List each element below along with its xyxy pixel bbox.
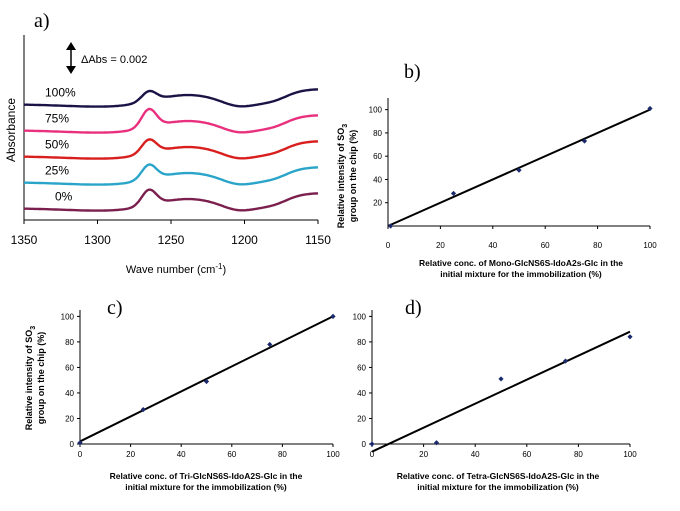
panel-a-y-axis-label: Absorbance: [4, 98, 18, 162]
data-point: [581, 138, 588, 144]
y-tick-label: 100: [61, 312, 75, 321]
y-tick-label: 60: [65, 363, 74, 372]
y-tick-label: 20: [65, 414, 74, 423]
x-tick-label: 100: [623, 450, 637, 459]
panel-d-x-axis-label-2: initial mixture for the immobilization (…: [417, 482, 579, 492]
y-tick-label: 40: [373, 175, 382, 184]
spectrum-line-25pct: [24, 163, 318, 186]
panel-c-x-axis-label-2: initial mixture for the immobilization (…: [125, 482, 287, 492]
spectrum-label: 50%: [45, 137, 69, 151]
y-tick-label: 40: [65, 389, 74, 398]
panel-b-label: b): [404, 61, 421, 83]
y-tick-label: 100: [369, 106, 383, 115]
spectrum-label: 0%: [55, 189, 73, 203]
data-point: [450, 190, 457, 197]
x-tick-label: 60: [227, 450, 236, 459]
y-tick-label: 20: [373, 199, 382, 208]
data-point: [388, 223, 394, 229]
data-point: [369, 441, 375, 447]
panel-b-x-axis-label-2: initial mixture for the immobilization (…: [440, 269, 602, 279]
panel-c-x-axis-label-1: Relative conc. of Tri-GlcNS6S-IdoA2S-Glc…: [110, 471, 303, 481]
abs-scale-bar: ΔAbs = 0.002: [66, 42, 147, 74]
panel-d-label: d): [405, 297, 422, 319]
x-tick-label: 100: [326, 450, 340, 459]
x-tick-label: 80: [574, 450, 583, 459]
data-point: [140, 406, 146, 413]
data-point: [647, 105, 653, 112]
x-tick-label: 20: [436, 241, 445, 250]
spectrum-line-0pct: [24, 188, 318, 212]
panel-a-x-axis-label: Wave number (cm-1): [126, 262, 226, 276]
data-point: [562, 358, 569, 364]
panel-a-x-tick-label: 1300: [84, 233, 111, 247]
x-tick-label: 40: [177, 450, 186, 459]
spectrum-label: 75%: [45, 111, 69, 125]
x-tick-label: 100: [643, 241, 657, 250]
spectrum-line-50pct: [24, 138, 318, 160]
x-tick-label: 40: [471, 450, 480, 459]
panel-b-y-axis-label-1: Relative intensity of SO3: [336, 124, 349, 229]
spectrum-label: 100%: [45, 85, 76, 99]
y-tick-label: 80: [357, 338, 366, 347]
data-point: [203, 378, 210, 385]
y-tick-label: 40: [357, 389, 366, 398]
x-tick-label: 40: [488, 241, 497, 250]
data-point: [498, 376, 504, 382]
panel-b: b) Relative intensity of SO3 group on th…: [336, 61, 657, 279]
x-tick-label: 20: [126, 450, 135, 459]
y-tick-label: 60: [373, 152, 382, 161]
x-tick-label: 60: [541, 241, 550, 250]
panel-b-x-axis-label-1: Relative conc. of Mono-GlcNS6S-IdoA2s-Gl…: [419, 258, 623, 268]
data-point: [516, 167, 522, 173]
data-point: [267, 341, 273, 348]
x-tick-label: 0: [386, 241, 391, 250]
x-tick-label: 80: [278, 450, 287, 459]
spectrum-line-100pct: [24, 88, 318, 108]
panel-c-y-axis-label-1: Relative intensity of SO3: [24, 326, 37, 431]
panel-d: d) Relative conc. of Tetra-GlcNS6S-IdoA2…: [353, 297, 638, 492]
fit-line: [371, 330, 631, 453]
spectrum-line-75pct: [24, 107, 318, 134]
x-tick-label: 0: [78, 450, 83, 459]
panel-a-label: a): [34, 10, 50, 32]
panel-a: a) Absorbance Wave number (cm-1) ΔAbs = …: [4, 10, 331, 276]
panel-a-x-tick-label: 1250: [158, 233, 185, 247]
x-tick-label: 0: [370, 450, 375, 459]
y-tick-label: 80: [373, 129, 382, 138]
y-tick-label: 100: [353, 312, 367, 321]
spectrum-label: 25%: [45, 163, 69, 177]
data-point: [433, 440, 440, 446]
y-tick-label: 60: [357, 363, 366, 372]
y-tick-label: 80: [65, 338, 74, 347]
panel-b-y-axis-label-2: group on the chip (%): [348, 130, 358, 223]
abs-scale-label: ΔAbs = 0.002: [81, 54, 147, 66]
panel-d-x-axis-label-1: Relative conc. of Tetra-GlcNS6S-IdoA2S-G…: [397, 471, 600, 481]
data-point: [330, 313, 336, 319]
panel-c: c) Relative intensity of SO3 group on th…: [24, 297, 340, 492]
y-tick-label: 20: [357, 414, 366, 423]
x-tick-label: 80: [593, 241, 602, 250]
data-point: [77, 440, 83, 446]
panel-c-label: c): [107, 297, 123, 319]
panel-a-x-tick-label: 1200: [231, 233, 258, 247]
x-tick-label: 20: [419, 450, 428, 459]
x-tick-label: 60: [522, 450, 531, 459]
y-tick-label: 0: [362, 440, 367, 449]
panel-a-x-tick-label: 1150: [305, 233, 331, 247]
panel-a-x-tick-label: 1350: [11, 233, 38, 247]
panel-c-y-axis-label-2: group on the chip (%): [36, 332, 46, 425]
y-tick-label: 0: [70, 440, 75, 449]
data-point: [627, 334, 633, 340]
